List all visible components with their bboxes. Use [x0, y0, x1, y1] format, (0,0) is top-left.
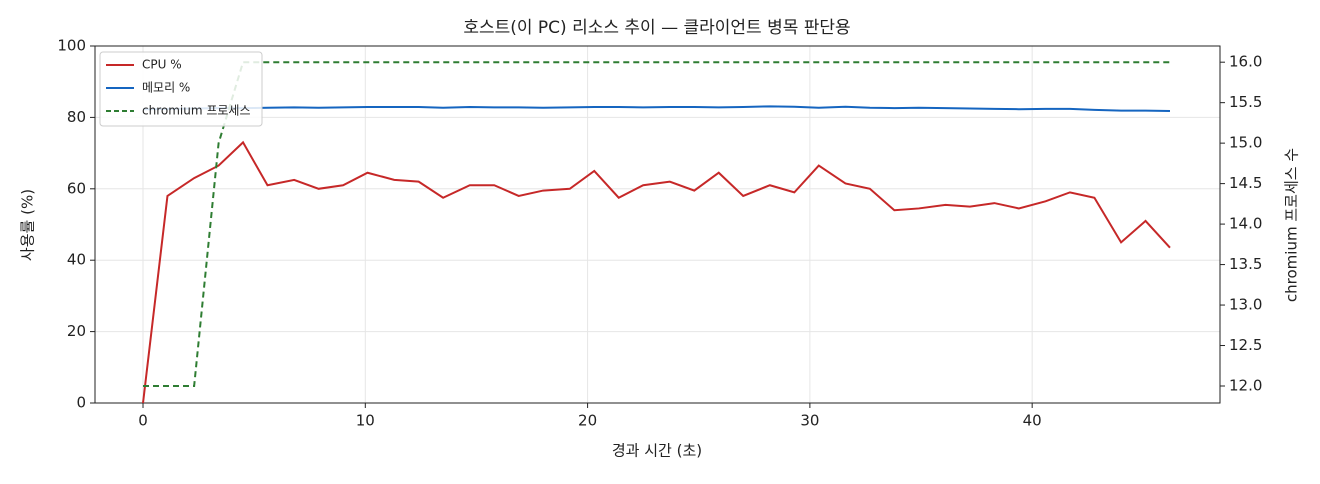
y2-tick-label: 14.0 — [1229, 215, 1262, 233]
x-tick-label: 20 — [578, 412, 597, 430]
x-axis-label: 경과 시간 (초) — [612, 442, 702, 460]
legend-label: 메모리 % — [142, 81, 190, 95]
y2-tick-label: 13.0 — [1229, 296, 1262, 314]
x-tick-label: 30 — [800, 412, 819, 430]
y-tick-label: 40 — [67, 251, 86, 269]
y2-tick-label: 13.5 — [1229, 255, 1262, 273]
series-line — [143, 61, 1170, 387]
y2-tick-label: 12.5 — [1229, 336, 1262, 354]
series-line — [142, 105, 1171, 112]
x-tick-label: 0 — [138, 412, 148, 430]
y2-tick-label: 16.0 — [1229, 53, 1262, 71]
y-tick-label: 100 — [57, 37, 86, 55]
y2-tick-label: 15.0 — [1229, 134, 1262, 152]
x-tick-label: 40 — [1023, 412, 1042, 430]
y-tick-label: 0 — [76, 394, 86, 412]
y2-tick-label: 15.5 — [1229, 93, 1262, 111]
legend-label: chromium 프로세스 — [142, 104, 251, 118]
y-tick-label: 80 — [67, 108, 86, 126]
x-tick-label: 10 — [356, 412, 375, 430]
legend-label: CPU % — [142, 58, 182, 72]
y2-axis-label: chromium 프로세스 수 — [1283, 148, 1301, 302]
y-axis-label: 사용률 (%) — [19, 189, 37, 261]
legend-box — [99, 51, 263, 127]
chart-title: 호스트(이 PC) 리소스 추이 — 클라이언트 병목 판단용 — [463, 18, 850, 38]
plot-frame — [94, 45, 1221, 404]
y-tick-label: 20 — [67, 322, 86, 340]
y2-tick-label: 12.0 — [1229, 377, 1262, 395]
series-line — [142, 140, 1171, 404]
y2-tick-label: 14.5 — [1229, 174, 1262, 192]
y-tick-label: 60 — [67, 179, 86, 197]
